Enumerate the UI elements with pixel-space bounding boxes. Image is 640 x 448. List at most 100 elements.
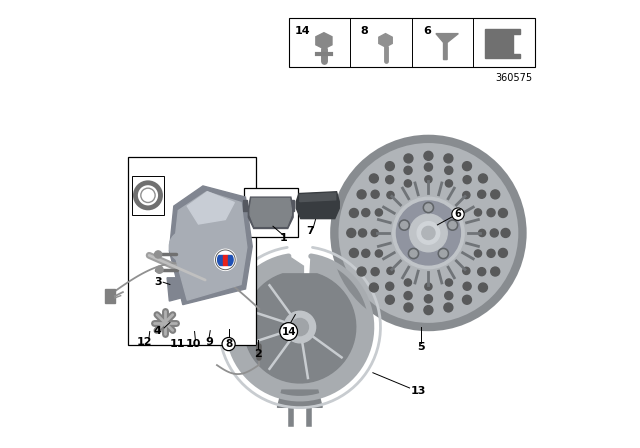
Polygon shape [174,192,247,300]
Circle shape [357,190,366,199]
Text: 7: 7 [307,226,314,236]
Circle shape [423,202,433,213]
Circle shape [369,283,378,292]
Bar [223,255,228,265]
Polygon shape [417,139,428,147]
Text: 5: 5 [417,342,424,352]
Polygon shape [493,169,502,183]
Circle shape [216,250,235,270]
Text: 14: 14 [282,327,296,336]
Circle shape [404,180,412,187]
Circle shape [156,266,163,273]
Polygon shape [483,159,493,172]
Circle shape [371,267,379,276]
Circle shape [362,249,370,257]
Circle shape [438,248,449,258]
Circle shape [371,190,379,198]
Text: 360575: 360575 [495,73,533,82]
Circle shape [349,208,358,217]
Polygon shape [485,29,520,58]
Circle shape [404,166,412,174]
Bar [289,200,294,211]
Bar [243,200,248,211]
Circle shape [410,250,417,257]
Circle shape [463,295,472,304]
Circle shape [387,267,394,275]
Circle shape [425,283,432,290]
Circle shape [463,176,471,184]
Bar [244,188,298,237]
Text: 14: 14 [294,26,310,36]
Circle shape [404,292,412,300]
Polygon shape [296,192,339,219]
Circle shape [387,191,394,198]
Circle shape [386,176,394,184]
Circle shape [463,162,472,171]
Circle shape [479,283,488,292]
Circle shape [399,220,410,230]
Circle shape [401,221,408,228]
Circle shape [425,176,432,183]
Text: 2: 2 [254,349,262,359]
Polygon shape [424,139,435,147]
Polygon shape [438,140,449,149]
Text: 6: 6 [423,26,431,36]
Polygon shape [514,256,520,271]
Polygon shape [250,198,291,226]
Circle shape [362,209,370,217]
Circle shape [385,162,394,171]
Polygon shape [502,181,510,195]
Circle shape [445,180,452,187]
Circle shape [444,154,453,163]
Circle shape [349,249,358,258]
Polygon shape [167,278,189,301]
Circle shape [445,166,452,174]
Text: 1: 1 [280,233,287,243]
Circle shape [463,191,470,198]
Polygon shape [518,234,522,250]
Circle shape [424,151,433,160]
Text: 8: 8 [225,339,232,349]
Polygon shape [506,187,513,201]
Circle shape [358,229,367,237]
Circle shape [479,174,488,183]
Circle shape [440,250,447,257]
Circle shape [404,303,413,312]
Circle shape [499,249,508,258]
Polygon shape [452,143,463,153]
Circle shape [491,190,500,199]
Circle shape [386,282,394,290]
Polygon shape [518,220,522,235]
Circle shape [341,146,516,320]
Circle shape [501,228,510,237]
Circle shape [396,201,460,265]
Circle shape [424,295,433,303]
Circle shape [369,174,378,183]
Circle shape [424,163,433,171]
Text: 6: 6 [454,209,461,219]
Text: 12: 12 [136,337,152,347]
Circle shape [445,279,452,286]
Circle shape [170,231,201,262]
Polygon shape [516,249,521,264]
Polygon shape [472,151,482,164]
Text: 6: 6 [454,209,462,219]
Text: 10: 10 [186,339,202,349]
Polygon shape [278,390,323,407]
Circle shape [284,311,316,343]
Circle shape [490,229,499,237]
Text: 8: 8 [360,26,368,36]
Bar [217,255,223,265]
Polygon shape [517,241,522,257]
Circle shape [404,154,413,163]
Circle shape [357,267,366,276]
Polygon shape [489,164,498,177]
Circle shape [425,204,432,211]
Circle shape [479,229,486,237]
Polygon shape [515,207,520,221]
Circle shape [408,248,419,258]
Circle shape [404,279,412,286]
Polygon shape [511,263,518,277]
Polygon shape [300,193,336,202]
Circle shape [371,229,378,237]
